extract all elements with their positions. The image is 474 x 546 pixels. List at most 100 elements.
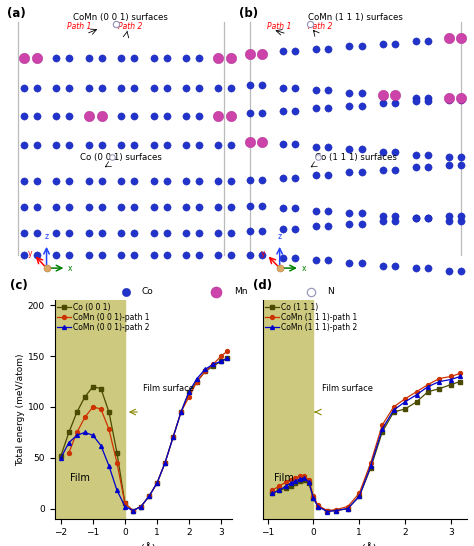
Text: Film: Film: [70, 473, 90, 483]
Text: Film: Film: [274, 473, 293, 483]
Text: Co (1 1 1) surfaces: Co (1 1 1) surfaces: [315, 152, 396, 162]
Co (1 1 1): [457, 378, 463, 385]
CoMn (1 1 1)-path 1: [402, 395, 408, 402]
Co (1 1 1): [345, 505, 351, 512]
CoMn (1 1 1)-path 1: [301, 473, 307, 479]
CoMn (0 0 1)-path 2: [58, 454, 64, 461]
X-axis label: z (Å): z (Å): [353, 543, 377, 546]
CoMn (0 0 1)-path 2: [162, 460, 168, 466]
Text: x: x: [301, 264, 306, 272]
Text: (b): (b): [239, 7, 258, 20]
Co (1 1 1): [425, 388, 431, 395]
Co (0 0 1): [202, 368, 208, 375]
CoMn (0 0 1)-path 2: [130, 507, 136, 514]
CoMn (1 1 1)-path 2: [448, 376, 454, 383]
Co (1 1 1): [414, 399, 419, 405]
CoMn (1 1 1)-path 2: [345, 505, 351, 512]
CoMn (0 0 1)-path 1: [138, 503, 144, 510]
CoMn (1 1 1)-path 2: [269, 490, 275, 496]
CoMn (0 0 1)-path 1: [210, 361, 216, 367]
CoMn (1 1 1)-path 1: [414, 388, 419, 395]
CoMn (1 1 1)-path 1: [437, 375, 442, 382]
CoMn (0 0 1)-path 2: [98, 442, 104, 449]
Text: Path 1: Path 1: [267, 22, 292, 31]
Line: CoMn (1 1 1)-path 2: CoMn (1 1 1)-path 2: [270, 375, 462, 514]
Co (1 1 1): [391, 409, 396, 416]
CoMn (1 1 1)-path 2: [292, 478, 298, 484]
Co (1 1 1): [292, 480, 298, 486]
CoMn (1 1 1)-path 1: [425, 381, 431, 388]
CoMn (0 0 1)-path 1: [162, 460, 168, 466]
X-axis label: z (Å): z (Å): [131, 543, 155, 546]
CoMn (0 0 1)-path 2: [66, 439, 72, 446]
CoMn (1 1 1)-path 2: [297, 476, 302, 482]
Co (1 1 1): [283, 485, 289, 491]
CoMn (0 0 1)-path 1: [130, 507, 136, 514]
CoMn (0 0 1)-path 1: [114, 460, 120, 466]
Co (1 1 1): [379, 429, 385, 436]
CoMn (0 0 1)-path 1: [82, 414, 88, 420]
CoMn (0 0 1)-path 1: [194, 378, 200, 385]
CoMn (0 0 1)-path 1: [98, 406, 104, 412]
CoMn (0 0 1)-path 1: [146, 493, 152, 500]
Text: Film surface: Film surface: [322, 384, 373, 393]
Co (1 1 1): [306, 480, 312, 486]
Co (1 1 1): [288, 483, 293, 489]
CoMn (0 0 1)-path 1: [90, 403, 96, 410]
Co (0 0 1): [98, 385, 104, 392]
CoMn (1 1 1)-path 2: [288, 480, 293, 486]
Co (1 1 1): [402, 406, 408, 412]
Co (0 0 1): [74, 409, 80, 416]
CoMn (0 0 1)-path 2: [218, 358, 224, 365]
CoMn (1 1 1)-path 1: [345, 503, 351, 510]
CoMn (1 1 1)-path 2: [324, 508, 330, 515]
Co (0 0 1): [82, 394, 88, 400]
CoMn (0 0 1)-path 1: [178, 409, 184, 416]
Text: Co: Co: [141, 287, 153, 296]
Co (1 1 1): [324, 507, 330, 514]
Line: Co (1 1 1): Co (1 1 1): [270, 379, 462, 513]
CoMn (1 1 1)-path 2: [276, 487, 282, 494]
CoMn (1 1 1)-path 1: [391, 403, 396, 410]
CoMn (1 1 1)-path 2: [301, 475, 307, 482]
CoMn (1 1 1)-path 2: [437, 378, 442, 385]
CoMn (1 1 1)-path 2: [425, 383, 431, 390]
Co (1 1 1): [448, 381, 454, 388]
Co (0 0 1): [194, 378, 200, 385]
Text: z: z: [278, 232, 282, 241]
Co (0 0 1): [210, 363, 216, 370]
CoMn (1 1 1)-path 2: [334, 507, 339, 514]
Bar: [263, 300, 313, 519]
CoMn (1 1 1)-path 2: [391, 407, 396, 413]
Co (0 0 1): [90, 383, 96, 390]
CoMn (1 1 1)-path 1: [283, 479, 289, 485]
CoMn (1 1 1)-path 1: [315, 502, 321, 509]
Co (0 0 1): [58, 453, 64, 459]
CoMn (0 0 1)-path 1: [218, 353, 224, 359]
Co (0 0 1): [178, 409, 184, 416]
Text: Co (0 0 1) surfaces: Co (0 0 1) surfaces: [80, 152, 162, 162]
Text: z: z: [45, 232, 49, 241]
Bar: [55, 300, 125, 519]
Co (0 0 1): [130, 507, 136, 514]
CoMn (0 0 1)-path 2: [154, 480, 160, 486]
CoMn (0 0 1)-path 1: [225, 348, 230, 354]
Co (0 0 1): [154, 480, 160, 486]
CoMn (0 0 1)-path 2: [122, 503, 128, 510]
Line: Co (0 0 1): Co (0 0 1): [59, 356, 229, 513]
Line: CoMn (1 1 1)-path 1: CoMn (1 1 1)-path 1: [270, 371, 462, 513]
Text: (d): (d): [253, 278, 272, 292]
Co (1 1 1): [269, 490, 275, 496]
Text: Film surface: Film surface: [143, 384, 193, 393]
CoMn (1 1 1)-path 1: [368, 460, 374, 466]
Co (1 1 1): [310, 495, 316, 502]
CoMn (1 1 1)-path 2: [310, 495, 316, 502]
CoMn (0 0 1)-path 1: [122, 500, 128, 507]
CoMn (1 1 1)-path 1: [356, 490, 362, 496]
CoMn (0 0 1)-path 2: [202, 366, 208, 373]
CoMn (1 1 1)-path 1: [379, 422, 385, 429]
Co (0 0 1): [146, 493, 152, 500]
Y-axis label: Total energy (meV/atom): Total energy (meV/atom): [16, 353, 25, 466]
CoMn (0 0 1)-path 1: [66, 449, 72, 456]
Co (1 1 1): [437, 385, 442, 392]
